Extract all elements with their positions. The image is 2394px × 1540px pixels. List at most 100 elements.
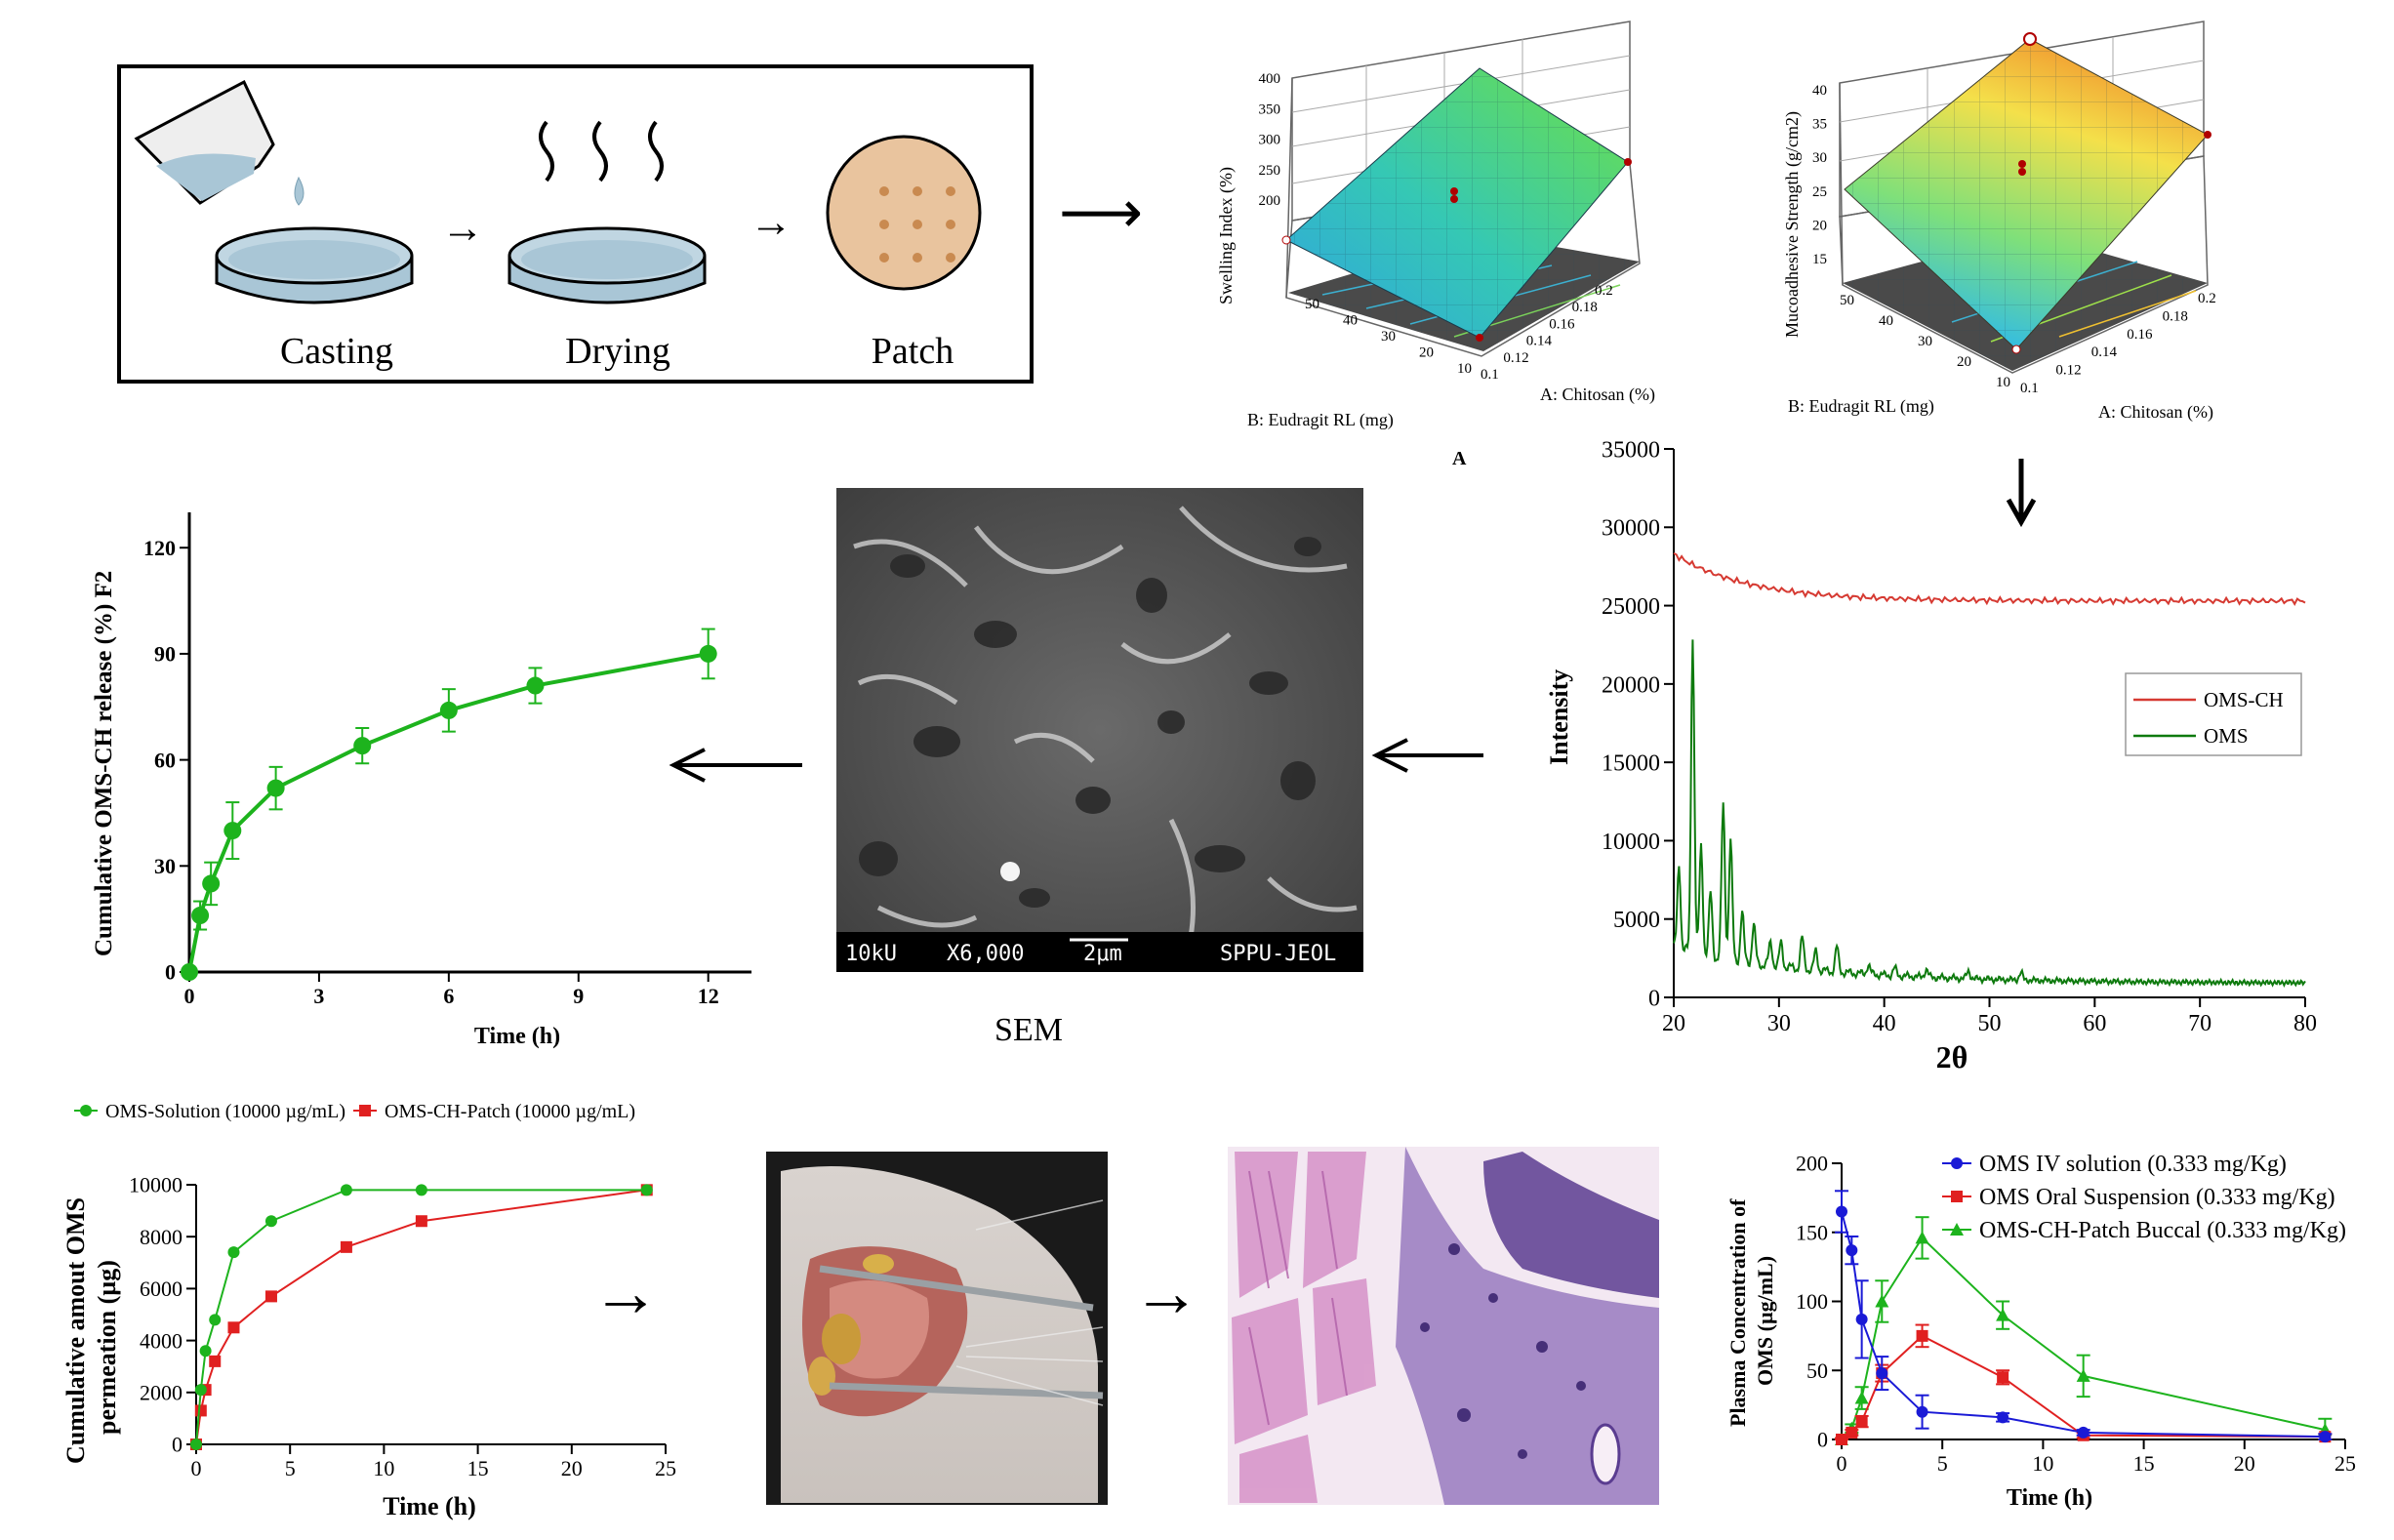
surface1-xticks: 0.10.120.14 0.160.180.2 bbox=[1481, 283, 1613, 383]
xrd-xlabel: 2θ bbox=[1936, 1039, 1968, 1074]
surface2-zlabel: Mucoadhesive Strength (g/cm2) bbox=[1782, 111, 1803, 338]
pk-legend-marker-iv bbox=[1951, 1157, 1963, 1169]
surface-tick-label: 0.16 bbox=[2127, 327, 2153, 343]
x-tick-label: 5 bbox=[285, 1456, 296, 1480]
release-marks bbox=[181, 628, 717, 981]
data-point bbox=[264, 1290, 277, 1303]
x-tick-label: 30 bbox=[1767, 1011, 1791, 1036]
x-tick-label: 12 bbox=[698, 984, 719, 1008]
data-point bbox=[340, 1240, 352, 1253]
data-point bbox=[415, 1215, 427, 1228]
y-tick-label: 8000 bbox=[140, 1225, 183, 1249]
data-point bbox=[2319, 1431, 2332, 1443]
surface1-ylabel: B: Eudragit RL (mg) bbox=[1247, 410, 1394, 430]
surface-tick-label: 30 bbox=[1812, 150, 1827, 166]
pk-legend-oral: OMS Oral Suspension (0.333 mg/Kg) bbox=[1979, 1185, 2335, 1210]
x-tick-label: 0 bbox=[1837, 1451, 1847, 1476]
beaker-icon bbox=[134, 79, 304, 206]
y-tick-label: 20000 bbox=[1602, 672, 1660, 698]
data-point bbox=[191, 907, 210, 925]
arrow-to-rat: → bbox=[591, 1254, 660, 1330]
surface-tick-label: 50 bbox=[1840, 293, 1854, 308]
data-point bbox=[194, 1404, 207, 1417]
surface-tick-label: 0.14 bbox=[2091, 344, 2118, 360]
histology-image bbox=[1228, 1147, 1659, 1505]
series-line bbox=[195, 1189, 647, 1445]
data-point bbox=[1915, 1231, 1929, 1244]
surface-tick-label: 0.12 bbox=[2055, 363, 2081, 379]
x-tick-label: 25 bbox=[655, 1456, 676, 1480]
surface1-panel-letter: A bbox=[1452, 448, 1467, 469]
data-point bbox=[199, 1345, 212, 1358]
surface-tick-label: 15 bbox=[1812, 252, 1827, 267]
permeation-legend-marker-solution bbox=[80, 1105, 92, 1116]
surface-tick-label: 20 bbox=[1957, 354, 1971, 370]
arrow-sem-to-release bbox=[669, 748, 802, 783]
data-point bbox=[1846, 1426, 1858, 1439]
pk-legend-marker-oral bbox=[1951, 1191, 1963, 1202]
surface-tick-label: 0.14 bbox=[1526, 334, 1553, 349]
y-tick-label: 2000 bbox=[140, 1381, 183, 1405]
y-tick-label: 0 bbox=[172, 1433, 183, 1457]
x-tick-label: 3 bbox=[313, 984, 324, 1008]
x-tick-label: 6 bbox=[443, 984, 454, 1008]
surface2-yticks: 10 20 30 40 50 bbox=[1840, 293, 2010, 390]
surface-tick-label: 30 bbox=[1918, 334, 1932, 349]
surface-tick-label: 25 bbox=[1812, 184, 1827, 200]
permeation-chart: OMS-Solution (10000 µg/mL) OMS-CH-Patch … bbox=[61, 1101, 676, 1520]
data-point bbox=[1996, 1308, 2010, 1321]
permeation-ylabel-line1: Cumulative amout OMS bbox=[61, 1197, 90, 1464]
x-tick-label: 20 bbox=[2234, 1451, 2255, 1476]
surface1-yticks: 10 20 30 40 50 bbox=[1305, 297, 1472, 377]
x-tick-label: 10 bbox=[373, 1456, 394, 1480]
data-point bbox=[202, 874, 221, 893]
x-tick-label: 5 bbox=[1937, 1451, 1948, 1476]
petri-dish-casting-icon bbox=[215, 226, 414, 304]
step-label-patch: Patch bbox=[872, 331, 954, 372]
surface1-xlabel: A: Chitosan (%) bbox=[1540, 385, 1655, 405]
surface-tick-label: 10 bbox=[1996, 375, 2010, 390]
data-point bbox=[227, 1321, 240, 1334]
surface-tick-label: 40 bbox=[1343, 313, 1358, 329]
data-point bbox=[1846, 1244, 1858, 1257]
data-point bbox=[1875, 1294, 1889, 1308]
release-xlabel: Time (h) bbox=[474, 1024, 560, 1049]
x-tick-label: 20 bbox=[1662, 1011, 1685, 1036]
surface-tick-label: 20 bbox=[1419, 345, 1434, 361]
data-point bbox=[223, 822, 242, 840]
x-tick-label: 15 bbox=[467, 1456, 489, 1480]
surface2-xlabel: A: Chitosan (%) bbox=[2098, 402, 2213, 423]
rat-mouth-photo bbox=[766, 1152, 1108, 1505]
process-arrow: → bbox=[441, 204, 484, 252]
data-point bbox=[190, 1439, 202, 1450]
y-tick-label: 30 bbox=[154, 854, 176, 878]
release-ylabel: Cumulative OMS-CH release (%) F2 bbox=[91, 571, 117, 956]
y-tick-label: 30000 bbox=[1602, 516, 1660, 542]
sem-caption: SEM bbox=[994, 1012, 1063, 1048]
surface-tick-label: 10 bbox=[1457, 361, 1472, 377]
surface-tick-label: 0.1 bbox=[1481, 367, 1499, 383]
x-tick-label: 0 bbox=[184, 984, 195, 1008]
x-tick-label: 80 bbox=[2293, 1011, 2317, 1036]
data-point bbox=[1916, 1405, 1928, 1418]
y-tick-label: 10000 bbox=[129, 1173, 183, 1197]
x-tick-label: 25 bbox=[2334, 1451, 2356, 1476]
x-tick-label: 15 bbox=[2133, 1451, 2155, 1476]
surface-plot-mucoadhesive: Mucoadhesive Strength (g/cm2) 40 35 30 25 20… bbox=[1782, 20, 2216, 423]
data-point bbox=[415, 1184, 427, 1196]
permeation-marks bbox=[190, 1184, 653, 1450]
surface-tick-label: 30 bbox=[1381, 329, 1396, 344]
pk-legend: OMS IV solution (0.333 mg/Kg) OMS Oral S… bbox=[1942, 1152, 2346, 1243]
surface1-zticks: 400 350 300 250 200 bbox=[1259, 71, 1281, 209]
petri-dish-drying-icon bbox=[507, 226, 707, 304]
data-point bbox=[209, 1314, 222, 1326]
surface-tick-label: 0.2 bbox=[1595, 283, 1613, 299]
x-tick-label: 50 bbox=[1978, 1011, 2002, 1036]
y-tick-label: 90 bbox=[154, 642, 176, 667]
xrd-series-omsch bbox=[1673, 552, 2306, 606]
sem-image: 10kU X6,000 2μm SPPU-JEOL SEM bbox=[836, 488, 1363, 1048]
data-point bbox=[1876, 1367, 1888, 1380]
